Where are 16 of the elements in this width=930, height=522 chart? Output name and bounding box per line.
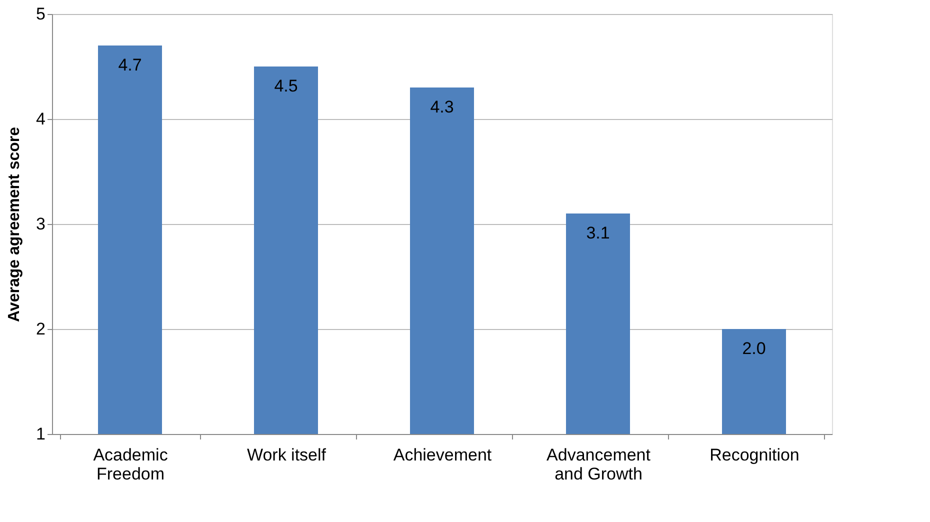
y-tick-label: 5 [36,4,46,24]
x-tick-label: Recognition [710,446,800,464]
y-tick-label: 3 [36,214,46,234]
data-label: 3.1 [586,224,610,242]
x-tick-label: Work itself [246,446,326,464]
data-label: 2.0 [742,339,766,358]
x-tick-label: Academic Freedom [93,446,168,484]
y-tick-label: 1 [36,424,46,444]
y-tick-label: 2 [36,320,46,338]
y-tick-label: 4 [36,110,46,128]
x-tick-label: Advancement and Growth [546,446,651,484]
y-axis-title: Average agreement score [6,126,24,322]
x-tick-label: Achievement [393,446,492,464]
data-label: 4.7 [118,56,142,74]
data-label: 4.3 [430,98,454,116]
data-label: 4.5 [274,76,298,96]
